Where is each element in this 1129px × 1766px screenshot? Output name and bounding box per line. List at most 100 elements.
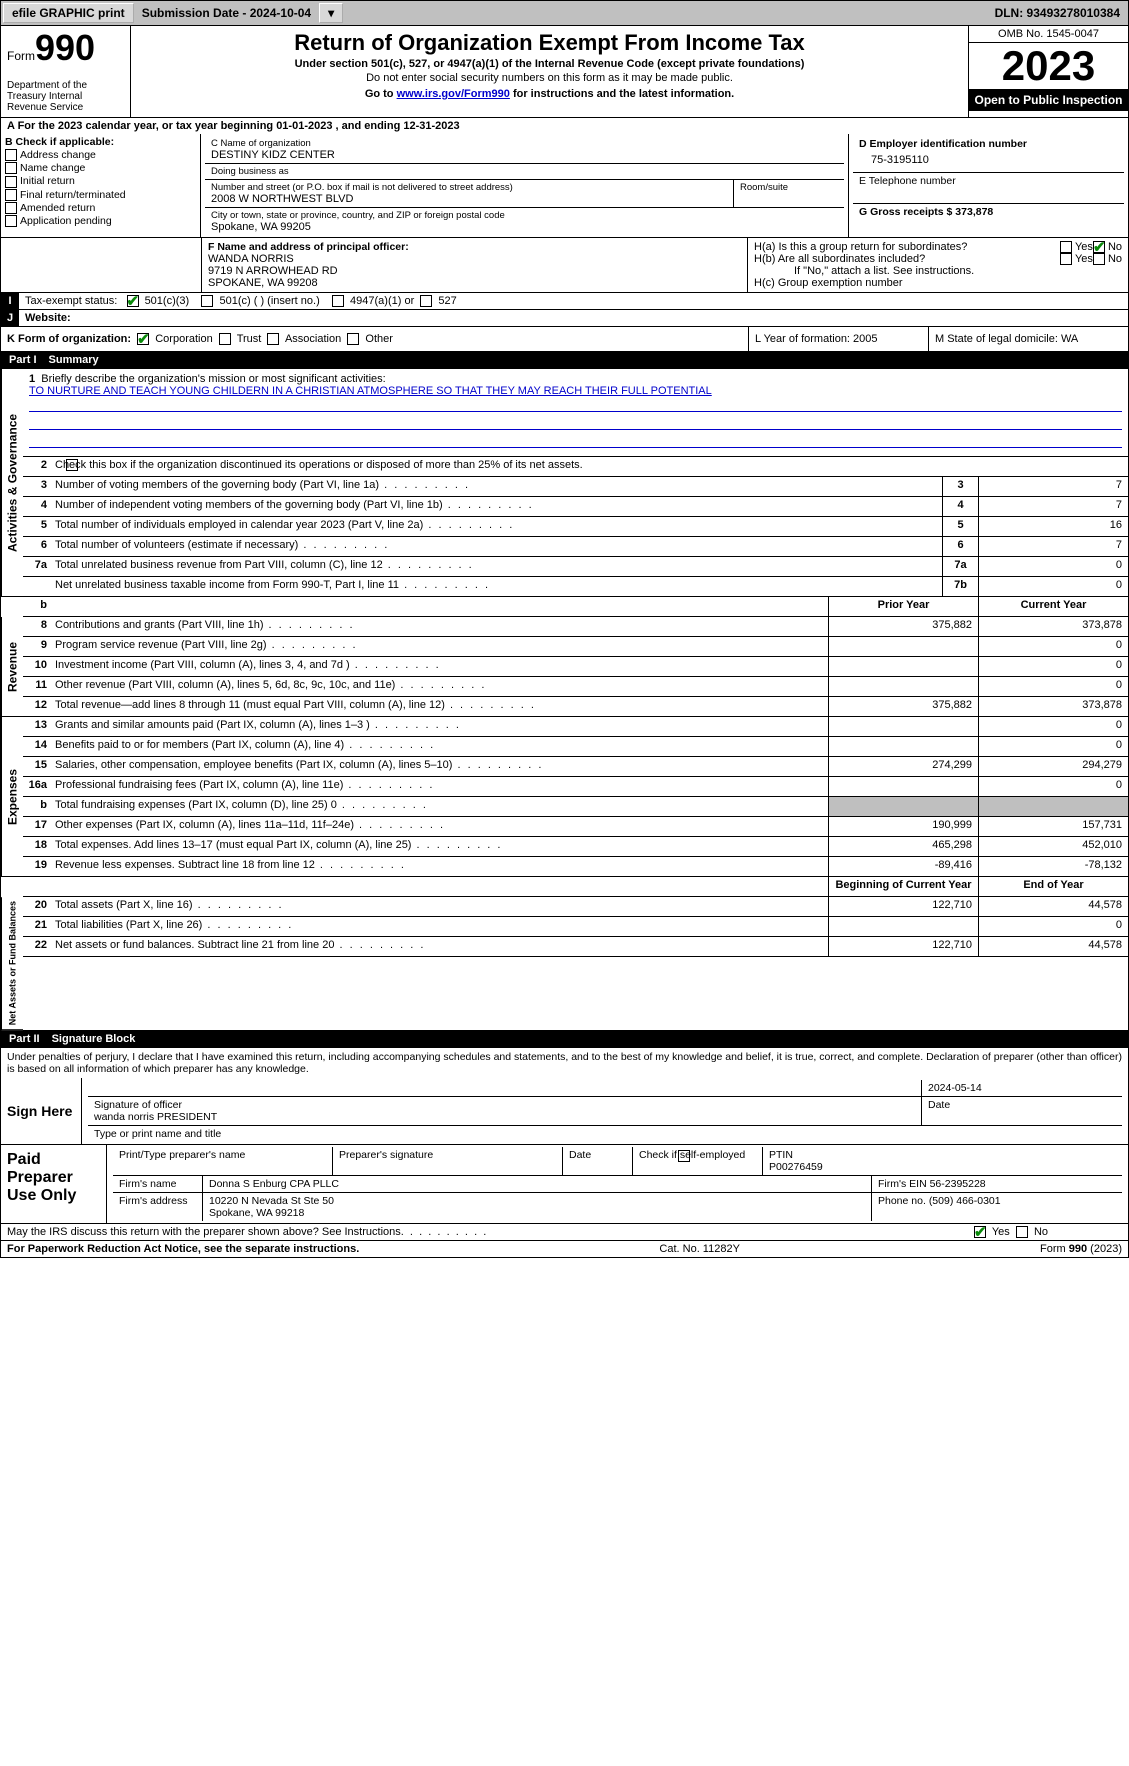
efile-print-button[interactable]: efile GRAPHIC print: [3, 3, 134, 23]
firm-addr1: 10220 N Nevada St Ste 50: [209, 1195, 334, 1207]
fh-block: F Name and address of principal officer:…: [0, 238, 1129, 293]
col-headers: X b Prior Year Current Year: [0, 597, 1129, 617]
col-begin: Beginning of Current Year: [828, 877, 978, 896]
f-label: F Name and address of principal officer:: [208, 241, 741, 253]
cb-initial-return[interactable]: Initial return: [5, 175, 196, 187]
firm-name-label: Firm's name: [113, 1176, 203, 1192]
opt-501c3: 501(c)(3): [145, 295, 190, 307]
line-16a: 16a Professional fundraising fees (Part …: [23, 777, 1128, 797]
h-note: If "No," attach a list. See instructions…: [754, 265, 1122, 277]
c-name-label: C Name of organization: [211, 138, 838, 149]
line-17: 17 Other expenses (Part IX, column (A), …: [23, 817, 1128, 837]
sign-here-label: Sign Here: [1, 1078, 81, 1144]
ha-yes[interactable]: [1060, 241, 1072, 253]
col-end: End of Year: [978, 877, 1128, 896]
cb-corporation[interactable]: [137, 333, 149, 345]
line-6: 6 Total number of volunteers (estimate i…: [23, 537, 1128, 557]
block-deg: D Employer identification number75-31951…: [848, 134, 1128, 237]
line-13: 13 Grants and similar amounts paid (Part…: [23, 717, 1128, 737]
firm-phone: (509) 466-0301: [929, 1195, 1001, 1207]
prep-name-label: Print/Type preparer's name: [113, 1147, 333, 1175]
part1-header: Part I Summary: [0, 352, 1129, 369]
perjury-text: Under penalties of perjury, I declare th…: [0, 1048, 1129, 1078]
net-col-headers: X Beginning of Current Year End of Year: [0, 877, 1129, 897]
goto-line: Go to www.irs.gov/Form990 for instructio…: [139, 88, 960, 100]
k-label: K Form of organization:: [7, 333, 131, 345]
vlabel-ag: Activities & Governance: [1, 369, 23, 597]
name-title-label: Type or print name and title: [88, 1126, 1122, 1142]
line-21: 21 Total liabilities (Part X, line 26) 0: [23, 917, 1128, 937]
gross-receipts: G Gross receipts $ 373,878: [859, 206, 1118, 218]
tax-year: 2023: [969, 43, 1128, 89]
line-8: 8 Contributions and grants (Part VIII, l…: [23, 617, 1128, 637]
line-5: 5 Total number of individuals employed i…: [23, 517, 1128, 537]
sig-officer-label: Signature of officer: [94, 1099, 182, 1111]
line-7b: Net unrelated business taxable income fr…: [23, 577, 1128, 597]
opt-corp: Corporation: [155, 333, 212, 345]
cb-self-employed[interactable]: [678, 1150, 690, 1162]
ha-no[interactable]: [1093, 241, 1105, 253]
discuss-question: May the IRS discuss this return with the…: [1, 1224, 968, 1240]
dropdown-button[interactable]: ▾: [319, 3, 343, 23]
officer-addr2: SPOKANE, WA 99208: [208, 277, 741, 289]
section-revenue: Revenue 8 Contributions and grants (Part…: [0, 617, 1129, 717]
part1-name: Summary: [49, 354, 99, 366]
room-label: Room/suite: [740, 182, 838, 193]
cb-501c[interactable]: [201, 295, 213, 307]
cb-amended-return[interactable]: Amended return: [5, 202, 196, 214]
dept-label: Department of the Treasury Internal Reve…: [7, 80, 124, 113]
line-20: 20 Total assets (Part X, line 16) 122,71…: [23, 897, 1128, 917]
part2-header: Part II Signature Block: [0, 1031, 1129, 1048]
ha-label: H(a) Is this a group return for subordin…: [754, 241, 1060, 253]
cb-association[interactable]: [267, 333, 279, 345]
goto-post: for instructions and the latest informat…: [510, 88, 734, 100]
ptin-value: P00276459: [769, 1161, 823, 1173]
cb-trust[interactable]: [219, 333, 231, 345]
block-c: C Name of organizationDESTINY KIDZ CENTE…: [201, 134, 848, 237]
omb-number: OMB No. 1545-0047: [969, 26, 1128, 43]
i-lab: I: [1, 293, 19, 309]
cb-501c3[interactable]: [127, 295, 139, 307]
section-ag: Activities & Governance 1 Briefly descri…: [0, 369, 1129, 597]
opt-501c: 501(c) ( ) (insert no.): [219, 295, 319, 307]
entity-block: B Check if applicable: Address change Na…: [0, 134, 1129, 238]
officer-sig-name: wanda norris PRESIDENT: [94, 1111, 217, 1123]
cb-name-change[interactable]: Name change: [5, 162, 196, 174]
row-i: I Tax-exempt status: 501(c)(3) 501(c) ( …: [0, 293, 1129, 310]
section-net-assets: Net Assets or Fund Balances 20 Total ass…: [0, 897, 1129, 1031]
vlabel-net: Net Assets or Fund Balances: [1, 897, 23, 1030]
self-emp-label: Check if self-employed: [633, 1147, 763, 1175]
dba-label: Doing business as: [211, 166, 838, 177]
city-value: Spokane, WA 99205: [211, 221, 838, 233]
line-14: 14 Benefits paid to or for members (Part…: [23, 737, 1128, 757]
discuss-yes[interactable]: [974, 1226, 986, 1238]
cb-4947[interactable]: [332, 295, 344, 307]
irs-link[interactable]: www.irs.gov/Form990: [397, 88, 510, 100]
form-title: Return of Organization Exempt From Incom…: [139, 30, 960, 56]
block-b: B Check if applicable: Address change Na…: [1, 134, 201, 237]
cb-527[interactable]: [420, 295, 432, 307]
mission-text: TO NURTURE AND TEACH YOUNG CHILDERN IN A…: [29, 385, 1122, 397]
hb-yes[interactable]: [1060, 253, 1072, 265]
hb-no[interactable]: [1093, 253, 1105, 265]
cb-other[interactable]: [347, 333, 359, 345]
cb-discontinued[interactable]: [66, 459, 78, 471]
discuss-no[interactable]: [1016, 1226, 1028, 1238]
line-11: 11 Other revenue (Part VIII, column (A),…: [23, 677, 1128, 697]
period-line: A For the 2023 calendar year, or tax yea…: [0, 118, 1129, 134]
prep-sig-label: Preparer's signature: [333, 1147, 563, 1175]
page-footer: For Paperwork Reduction Act Notice, see …: [0, 1241, 1129, 1258]
firm-phone-label: Phone no.: [878, 1195, 926, 1207]
cb-app-pending[interactable]: Application pending: [5, 215, 196, 227]
form-header: Form990 Department of the Treasury Inter…: [0, 26, 1129, 118]
form-number: 990: [35, 27, 95, 68]
opt-assoc: Association: [285, 333, 341, 345]
q2-label: Check this box if the organization disco…: [51, 457, 1128, 476]
cb-final-return[interactable]: Final return/terminated: [5, 189, 196, 201]
cb-address-change[interactable]: Address change: [5, 149, 196, 161]
part2-title: Part II: [9, 1033, 40, 1045]
officer-addr1: 9719 N ARROWHEAD RD: [208, 265, 741, 277]
officer-name: WANDA NORRIS: [208, 253, 741, 265]
b-label: B Check if applicable:: [5, 136, 196, 148]
line-7a: 7a Total unrelated business revenue from…: [23, 557, 1128, 577]
